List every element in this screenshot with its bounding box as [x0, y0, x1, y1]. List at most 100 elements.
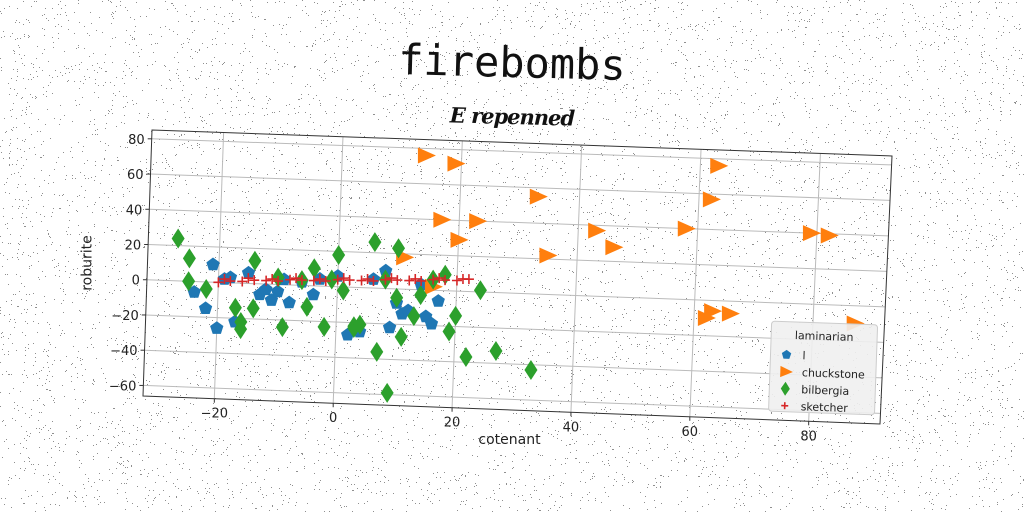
legend-marker	[780, 365, 793, 378]
y-tick-label: 80	[128, 133, 145, 148]
data-point	[332, 244, 346, 265]
y-tick-label: −40	[110, 344, 137, 359]
data-point	[704, 303, 723, 320]
data-point	[380, 274, 391, 285]
data-point	[198, 301, 213, 314]
data-point	[243, 273, 254, 284]
data-point	[451, 275, 462, 286]
data-point	[219, 274, 230, 285]
data-point	[267, 274, 278, 285]
y-tick-label: 40	[126, 203, 143, 218]
data-point	[210, 321, 224, 334]
data-point	[820, 227, 839, 244]
data-point	[308, 275, 319, 286]
data-point	[721, 305, 740, 322]
data-point	[386, 273, 397, 284]
legend-label: l	[802, 349, 806, 362]
data-point	[457, 273, 468, 284]
x-tick-label: 40	[563, 420, 580, 435]
data-point	[317, 316, 331, 337]
data-point	[469, 213, 488, 230]
x-gridline	[451, 140, 463, 408]
y-axis-label: roburite	[80, 235, 96, 291]
data-point	[206, 257, 220, 271]
data-point	[392, 238, 406, 259]
x-axis-label: cotenant	[478, 432, 541, 448]
data-point	[332, 274, 343, 285]
data-point	[199, 278, 213, 299]
data-point	[307, 258, 321, 279]
data-point	[368, 275, 379, 286]
legend-label: bilbergia	[801, 383, 849, 398]
legend-marker	[781, 349, 792, 359]
data-point	[356, 275, 367, 286]
data-point	[370, 341, 384, 362]
y-gridline	[143, 384, 881, 414]
x-gridline	[570, 145, 583, 413]
y-gridline	[145, 314, 884, 343]
series-bilbergia	[171, 228, 538, 403]
y-gridline	[151, 138, 892, 166]
data-point	[285, 274, 296, 285]
x-tick-label: 60	[682, 425, 699, 440]
data-point	[489, 340, 503, 361]
data-point	[710, 157, 729, 174]
data-point	[182, 271, 196, 292]
x-tick-label: −20	[201, 407, 228, 422]
y-gridline	[150, 173, 891, 201]
data-point	[529, 188, 548, 205]
y-gridline	[144, 349, 883, 379]
data-point	[228, 297, 242, 318]
data-point	[459, 346, 473, 367]
data-point	[414, 285, 428, 306]
data-point	[261, 275, 272, 286]
data-point	[417, 147, 436, 164]
data-point	[404, 275, 415, 286]
y-tick-label: −20	[111, 309, 138, 324]
x-tick-label: 80	[800, 429, 817, 444]
data-point	[300, 296, 314, 317]
y-tick-label: −60	[109, 379, 136, 394]
data-point	[450, 231, 469, 248]
data-point	[390, 287, 404, 308]
data-point	[442, 321, 456, 342]
data-point	[248, 250, 262, 271]
data-point	[424, 316, 439, 330]
legend: laminarian l chuckstone bilbergia sketcher	[768, 320, 879, 416]
data-point	[241, 265, 256, 279]
data-point	[182, 248, 196, 269]
data-point	[338, 273, 349, 284]
axes-frame	[142, 129, 893, 425]
data-point	[249, 275, 260, 286]
data-point	[605, 239, 624, 256]
data-point	[524, 360, 538, 381]
legend-box	[768, 320, 879, 416]
data-point	[273, 276, 284, 287]
data-point	[296, 275, 307, 286]
x-tick-label: 0	[329, 411, 337, 426]
y-tick-label: 0	[132, 274, 140, 289]
data-point	[449, 305, 463, 326]
legend-label: sketcher	[800, 400, 848, 415]
data-point	[433, 211, 452, 228]
data-point	[431, 294, 445, 307]
data-point	[336, 280, 350, 301]
data-point	[187, 285, 201, 298]
x-gridline	[689, 149, 702, 417]
data-point	[171, 228, 185, 249]
data-point	[392, 275, 403, 286]
data-point	[234, 319, 248, 340]
data-point	[291, 273, 302, 284]
y-gridline	[148, 244, 887, 272]
data-point	[213, 277, 224, 288]
data-point	[802, 225, 821, 242]
legend-title: laminarian	[795, 329, 854, 344]
data-point	[368, 232, 382, 253]
data-point	[407, 306, 421, 327]
legend-marker	[781, 402, 789, 410]
y-tick-label: 20	[125, 239, 142, 254]
data-point	[380, 382, 394, 403]
data-point	[225, 276, 236, 287]
